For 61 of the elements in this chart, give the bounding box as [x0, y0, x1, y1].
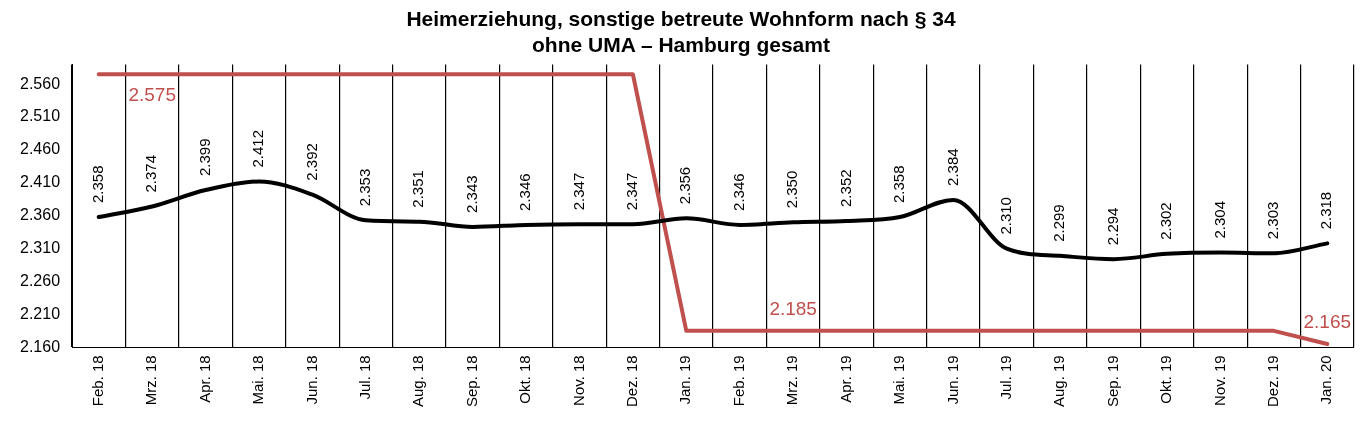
- y-tick-label: 2.410: [19, 173, 61, 191]
- data-label: 2.358: [88, 165, 106, 204]
- x-tick-label: Jun. 18: [302, 355, 320, 405]
- data-label: 2.351: [409, 170, 427, 208]
- data-label: 2.302: [1157, 202, 1175, 240]
- data-label: 2.347: [623, 172, 641, 211]
- data-label: 2.347: [569, 172, 587, 211]
- y-tick-label: 2.160: [19, 337, 61, 355]
- x-tick-label: Dez. 19: [1264, 355, 1282, 407]
- x-tick-label: Jan. 20: [1317, 355, 1335, 405]
- x-tick-label: Mai. 18: [249, 355, 267, 405]
- data-label: 2.575: [128, 84, 176, 105]
- data-label: 2.392: [302, 143, 320, 181]
- data-label: 2.310: [996, 197, 1014, 235]
- x-tick-label: Aug. 18: [409, 355, 427, 408]
- x-tick-label: Mrz. 18: [142, 355, 160, 406]
- data-label: 2.353: [355, 168, 373, 207]
- data-label: 2.350: [783, 170, 801, 209]
- data-label: 2.343: [462, 175, 480, 213]
- data-label: 2.304: [1210, 201, 1228, 239]
- x-tick-label: Nov. 18: [569, 355, 587, 406]
- y-tick-label: 2.310: [19, 239, 61, 257]
- data-label: 2.294: [1103, 207, 1121, 246]
- x-tick-label: Feb. 18: [88, 355, 106, 407]
- data-label: 2.303: [1264, 201, 1282, 240]
- data-label: 2.299: [1050, 204, 1068, 242]
- x-tick-label: Jul. 19: [996, 355, 1014, 400]
- y-tick-label: 2.460: [19, 140, 61, 158]
- data-label: 2.412: [249, 129, 267, 168]
- data-label: 2.185: [769, 297, 817, 319]
- x-tick-label: Apr. 19: [836, 355, 854, 403]
- x-tick-label: Dez. 18: [623, 355, 641, 407]
- x-tick-label: Jul. 18: [355, 355, 373, 400]
- data-label: 2.318: [1317, 191, 1335, 230]
- y-tick-label: 2.560: [19, 74, 61, 92]
- x-tick-label: Okt. 18: [516, 355, 534, 404]
- data-label: 2.352: [836, 169, 854, 207]
- x-tick-label: Sep. 18: [462, 355, 480, 408]
- x-tick-label: Feb. 19: [729, 355, 747, 407]
- y-tick-label: 2.210: [19, 304, 61, 322]
- x-tick-label: Okt. 19: [1157, 355, 1175, 404]
- data-label: 2.165: [1303, 310, 1352, 332]
- x-tick-label: Mrz. 19: [783, 355, 801, 406]
- chart-title: Heimerziehung, sonstige betreute Wohnform nach § 34 ohne UMA – Hamburg gesamt: [406, 7, 956, 56]
- y-tick-label: 2.360: [19, 206, 61, 224]
- data-label: 2.346: [516, 173, 534, 211]
- x-tick-label: Jan. 19: [676, 355, 694, 405]
- x-tick-label: Mai. 19: [890, 355, 908, 405]
- data-label: 2.356: [676, 166, 694, 205]
- x-tick-label: Sep. 19: [1103, 355, 1121, 408]
- x-tick-label: Apr. 18: [195, 355, 213, 403]
- data-label: 2.346: [729, 173, 747, 211]
- y-tick-label: 2.260: [19, 271, 61, 289]
- data-label: 2.374: [142, 154, 160, 193]
- y-tick-label: 2.510: [19, 107, 61, 125]
- data-label: 2.384: [943, 148, 961, 186]
- x-tick-label: Nov. 19: [1210, 355, 1228, 406]
- x-tick-label: Jun. 19: [943, 355, 961, 405]
- x-tick-label: Aug. 19: [1050, 355, 1068, 408]
- data-label: 2.399: [195, 138, 213, 177]
- data-label: 2.358: [890, 165, 908, 204]
